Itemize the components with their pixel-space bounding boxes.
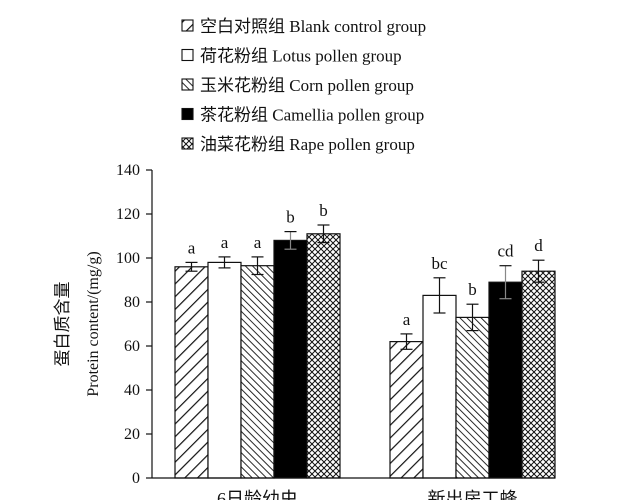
legend-label: 茶花粉组 Camellia pollen group [200,106,424,125]
legend-item: 空白对照组 Blank control group [181,17,426,36]
bar [207,261,242,479]
significance-letter: a [221,233,229,252]
y-tick-label: 0 [132,470,140,487]
error-bar [532,259,545,283]
x-category-label: 6日龄幼虫 [217,489,298,500]
bar [422,294,457,479]
y-tick-label: 140 [116,162,140,179]
error-bar [185,261,198,272]
legend-swatch [181,107,194,121]
bar [488,281,523,479]
significance-letter: a [188,238,196,257]
bar [240,265,275,479]
bar [455,316,490,479]
legend-swatch [181,48,194,62]
legend-item: 茶花粉组 Camellia pollen group [181,106,424,125]
legend-swatch [181,137,194,150]
x-axis-ticks: 6日龄幼虫 新出房工蜂 [217,489,518,500]
x-category-label: 新出房工蜂 [428,489,518,500]
y-axis-ticks: 0 20 40 60 80 100 120 140 [116,162,152,487]
error-bar [218,256,231,269]
error-bar [499,265,512,300]
legend: 空白对照组 Blank control group 荷花粉组 Lotus poll… [181,17,426,154]
bar [306,233,341,479]
y-tick-label: 100 [116,250,140,267]
significance-letter: b [468,280,477,299]
bar [174,266,209,479]
legend-label: 荷花粉组 Lotus pollen group [200,47,402,66]
y-tick-label: 60 [124,338,140,355]
error-bar [284,231,297,250]
y-axis-label-cn: 蛋白质含量 [53,282,72,367]
significance-letter: a [254,233,262,252]
significance-letter: d [534,236,543,255]
y-axis-label: Protein content/(mg/g) [85,251,102,396]
plot-area: 0 20 40 60 80 100 120 140 a a a b b a bc b cd d 6日龄幼虫 新出房… [116,162,556,500]
significance-letter: a [403,310,411,329]
error-bar [433,277,446,314]
y-tick-label: 40 [124,382,140,399]
significance-letter: b [286,208,295,227]
legend-swatch [181,78,194,91]
legend-label: 玉米花粉组 Corn pollen group [200,76,414,95]
significance-letter: bc [431,254,448,273]
error-bar [317,224,330,244]
bar [273,239,308,479]
error-bar [251,256,264,276]
legend-item: 油菜花粉组 Rape pollen group [181,135,415,154]
error-bar [466,303,479,332]
legend-label: 空白对照组 Blank control group [200,17,426,36]
y-tick-label: 120 [116,206,140,223]
legend-swatch [181,19,194,32]
legend-item: 荷花粉组 Lotus pollen group [181,47,402,66]
y-tick-label: 20 [124,426,140,443]
y-tick-label: 80 [124,294,140,311]
legend-item: 玉米花粉组 Corn pollen group [181,76,414,95]
significance-letter: cd [497,242,514,261]
significance-letter: b [319,201,328,220]
bar [389,341,424,479]
error-bar [400,333,413,350]
bars: a a a b b a bc b cd d [174,201,556,479]
legend-label: 油菜花粉组 Rape pollen group [200,135,415,154]
bar [521,270,556,479]
